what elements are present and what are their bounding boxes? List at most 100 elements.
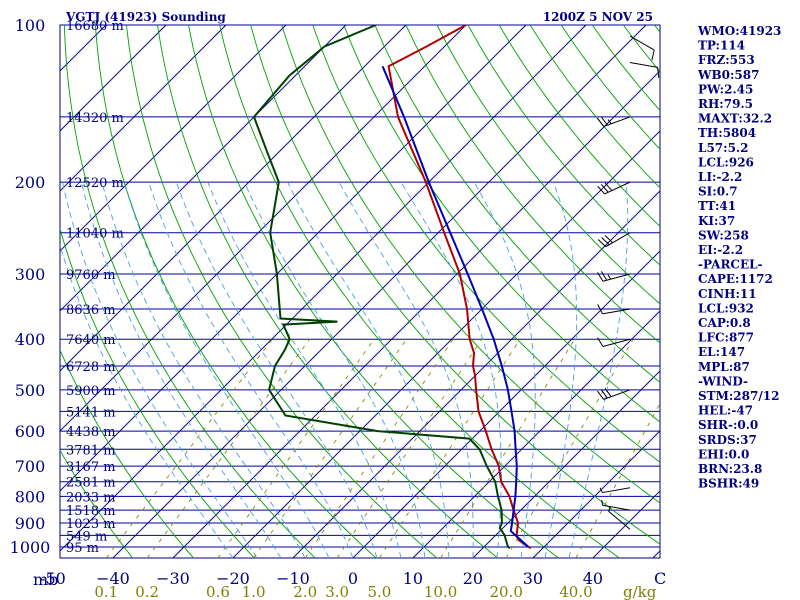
dry-adiabat-line [60, 348, 194, 558]
moist-adiabat-line [101, 181, 306, 558]
isotherm-line [60, 25, 587, 552]
isotherm-line [60, 25, 407, 372]
wind-barb [597, 232, 631, 248]
sounding-index: LI:-2.2 [698, 170, 742, 184]
isotherm-line [532, 430, 660, 558]
wind-barb [629, 62, 660, 78]
height-label: 12520 m [66, 176, 124, 191]
isotherm-line [60, 25, 527, 492]
dry-adiabat-line [63, 25, 316, 558]
mixing-ratio-tick-label: 2.0 [293, 583, 317, 600]
pressure-tick-label: 700 [15, 457, 46, 476]
wind-barb [599, 487, 631, 494]
sounding-index: EHI:0.0 [698, 447, 749, 461]
dry-adiabat-line [467, 25, 660, 266]
sounding-index: RH:79.5 [698, 97, 753, 111]
pressure-tick-label: 800 [15, 487, 46, 506]
height-label: 1023 m [66, 517, 116, 532]
sounding-index: MAXT:32.2 [698, 112, 772, 126]
dry-adiabat-line [374, 25, 660, 383]
pressure-tick-label: 500 [15, 381, 46, 400]
dry-adiabat-line [250, 25, 660, 545]
temperature-tick-label: 40 [583, 569, 603, 588]
dry-adiabat-line [60, 449, 133, 558]
parcel-profile-line [381, 65, 530, 548]
isotherm-line [60, 25, 227, 192]
mixing-ratio-tick-label: 0.6 [206, 583, 230, 600]
sounding-index: -PARCEL- [698, 258, 763, 272]
sounding-index: MPL:87 [698, 360, 750, 374]
mixing-ratio-line [253, 338, 407, 558]
isotherm-line [412, 310, 660, 558]
height-label: 6728 m [66, 360, 116, 375]
sounding-index: TT:41 [698, 199, 736, 213]
temperature-tick-label: −30 [156, 569, 190, 588]
sounding-index: STM:287/12 [698, 389, 779, 403]
wind-barb [597, 181, 631, 195]
dry-adiabat-line [188, 25, 559, 558]
moist-adiabat-line [473, 181, 536, 558]
grid-background [59, 24, 661, 559]
isotherm-line [60, 25, 167, 132]
sounding-index: FRZ:553 [698, 53, 755, 67]
temperature-tick-label: −10 [276, 569, 310, 588]
sounding-index: SRDS:37 [698, 433, 757, 447]
moist-adiabat-line [338, 181, 474, 558]
mixing-ratio-line [336, 338, 483, 558]
wind-barb [601, 499, 631, 511]
mixing-ratio-tick-label: 1.0 [242, 583, 266, 600]
mixing-ratio-line [217, 338, 375, 558]
wind-barb [597, 337, 631, 347]
pressure-tick-label: 400 [15, 330, 46, 349]
height-label: 95 m [66, 541, 99, 556]
height-label: 11040 m [66, 227, 124, 242]
mixing-ratio-line [304, 338, 454, 558]
profile-lines [252, 25, 532, 550]
sounding-index: BRN:23.8 [698, 462, 762, 476]
dry-adiabat-line [312, 25, 660, 463]
moist-adiabat-line [287, 181, 450, 558]
mixing-ratio-unit-label: g/kg [623, 583, 657, 600]
moist-adiabat-line [568, 182, 629, 558]
mixing-ratio-line [575, 402, 660, 558]
isobar-lines [60, 24, 660, 548]
pressure-tick-label: 900 [15, 514, 46, 533]
height-label: 3167 m [66, 460, 116, 475]
sounding-index: TH:5804 [698, 126, 756, 140]
sounding-index: WMO:41923 [697, 24, 781, 38]
sounding-index: SW:258 [698, 228, 749, 242]
pressure-tick-label: 600 [15, 422, 46, 441]
temperature-unit-label: C [654, 569, 666, 588]
sounding-index: LCL:932 [698, 301, 754, 315]
height-label: 1518 m [66, 504, 116, 519]
pressure-unit-label: mb [33, 570, 58, 589]
sounding-index: L57:5.2 [698, 141, 748, 155]
temperature-tick-label: −40 [96, 569, 130, 588]
sounding-index: -WIND- [698, 374, 748, 388]
sounding-index: EL:147 [698, 345, 745, 359]
isotherm-line [232, 130, 660, 558]
observation-time: 1200Z 5 NOV 25 [543, 10, 653, 24]
height-label: 7640 m [66, 333, 116, 348]
sounding-index: SHR-:0.0 [698, 418, 758, 432]
moist-adiabat-line [81, 181, 282, 558]
pressure-tick-label: 100 [15, 16, 46, 35]
moist-adiabat-line [148, 181, 354, 558]
moist-adiabat-line [60, 244, 234, 558]
wind-barb [597, 304, 631, 315]
dry-adiabat-line [405, 25, 660, 344]
mixing-ratio-tick-label: 5.0 [368, 583, 392, 600]
station-title: VGTJ (41923) Sounding [65, 10, 226, 24]
temperature-tick-label: 0 [348, 569, 358, 588]
dry-adiabats [60, 25, 660, 558]
sounding-index: LFC:877 [698, 331, 754, 345]
mixing-ratio-tick-label: 40.0 [559, 583, 592, 600]
plot-frame [59, 24, 661, 559]
sounding-index: CAP:0.8 [698, 316, 751, 330]
isotherm-line [472, 370, 660, 558]
temperature-profile-line [387, 25, 532, 550]
moist-adiabat-line [175, 181, 378, 558]
dry-adiabat-line [157, 25, 498, 558]
mixing-ratio-tick-label: 0.2 [135, 583, 159, 600]
